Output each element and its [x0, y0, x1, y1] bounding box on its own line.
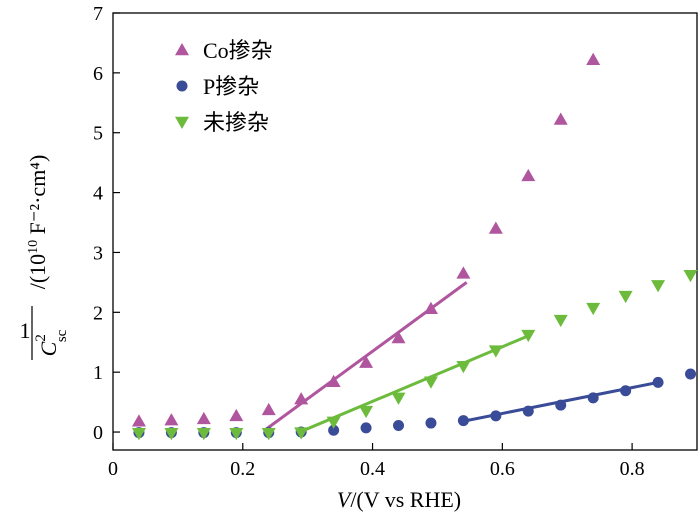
x-tick-label: 0.2	[230, 458, 255, 480]
x-tick-label: 0.8	[620, 458, 645, 480]
data-point	[196, 427, 211, 441]
data-point	[229, 427, 244, 441]
data-point	[326, 374, 341, 388]
x-tick-label: 0.6	[490, 458, 515, 480]
data-point	[164, 413, 179, 426]
data-point	[164, 427, 179, 441]
legend-marker	[175, 116, 189, 129]
data-point	[328, 424, 340, 436]
data-point	[521, 329, 536, 343]
data-point	[488, 345, 503, 358]
legend-label: Co掺杂	[203, 38, 273, 63]
y-tick-label: 1	[93, 362, 103, 384]
data-point	[521, 168, 536, 182]
data-point	[456, 360, 471, 374]
data-point	[652, 376, 664, 388]
data-point	[618, 290, 633, 304]
y-tick-label: 3	[93, 242, 103, 264]
data-point	[261, 427, 276, 441]
x-axis-title: V/(V vs RHE)	[337, 487, 461, 512]
data-point	[393, 419, 405, 431]
data-point	[423, 301, 438, 314]
y-tick-label: 5	[93, 123, 103, 145]
data-point	[555, 399, 567, 411]
data-point	[620, 385, 632, 397]
data-point	[522, 405, 534, 417]
legend-label: 未掺杂	[203, 110, 269, 135]
data-point	[586, 52, 601, 65]
data-point	[456, 266, 471, 279]
legend-marker	[176, 80, 188, 92]
y-tick-label: 4	[93, 183, 103, 205]
x-tick-label: 0	[108, 458, 118, 480]
legend-label: P掺杂	[203, 74, 259, 99]
plot-frame	[112, 12, 698, 451]
data-point	[423, 376, 438, 389]
x-tick-label: 0.4	[360, 458, 385, 480]
data-point	[651, 280, 666, 293]
data-point	[587, 392, 599, 404]
data-point	[683, 269, 698, 283]
y-tick-label: 6	[93, 63, 103, 85]
data-point	[488, 221, 503, 234]
data-point	[425, 417, 437, 429]
data-point	[553, 112, 568, 125]
data-point	[294, 427, 309, 440]
data-point	[196, 411, 211, 425]
data-point	[229, 408, 244, 422]
y-tick-label: 2	[93, 302, 103, 324]
data-point	[261, 402, 276, 416]
data-point	[294, 392, 309, 405]
data-point	[586, 302, 601, 316]
data-point	[359, 355, 374, 368]
data-point	[490, 410, 502, 422]
data-point	[391, 392, 406, 405]
data-point	[685, 368, 697, 380]
data-point	[391, 331, 406, 344]
data-point	[326, 416, 341, 429]
y-axis-title-numerator: 1	[20, 318, 31, 343]
y-axis-title-units: /(1010 F⁻²·cm⁴)	[25, 155, 50, 290]
y-tick-label: 7	[93, 3, 103, 25]
y-tick-label: 0	[93, 422, 103, 444]
y-axis-title: 1 C2 sc /(1010 F⁻²·cm⁴)	[20, 155, 70, 360]
data-point	[131, 427, 146, 441]
data-point	[553, 314, 568, 328]
data-point	[359, 405, 374, 419]
data-point	[457, 415, 469, 427]
legend-marker	[175, 43, 189, 56]
data-point	[131, 414, 146, 427]
y-axis-title-denominator: C2 sc	[33, 329, 70, 356]
data-point	[360, 422, 372, 434]
